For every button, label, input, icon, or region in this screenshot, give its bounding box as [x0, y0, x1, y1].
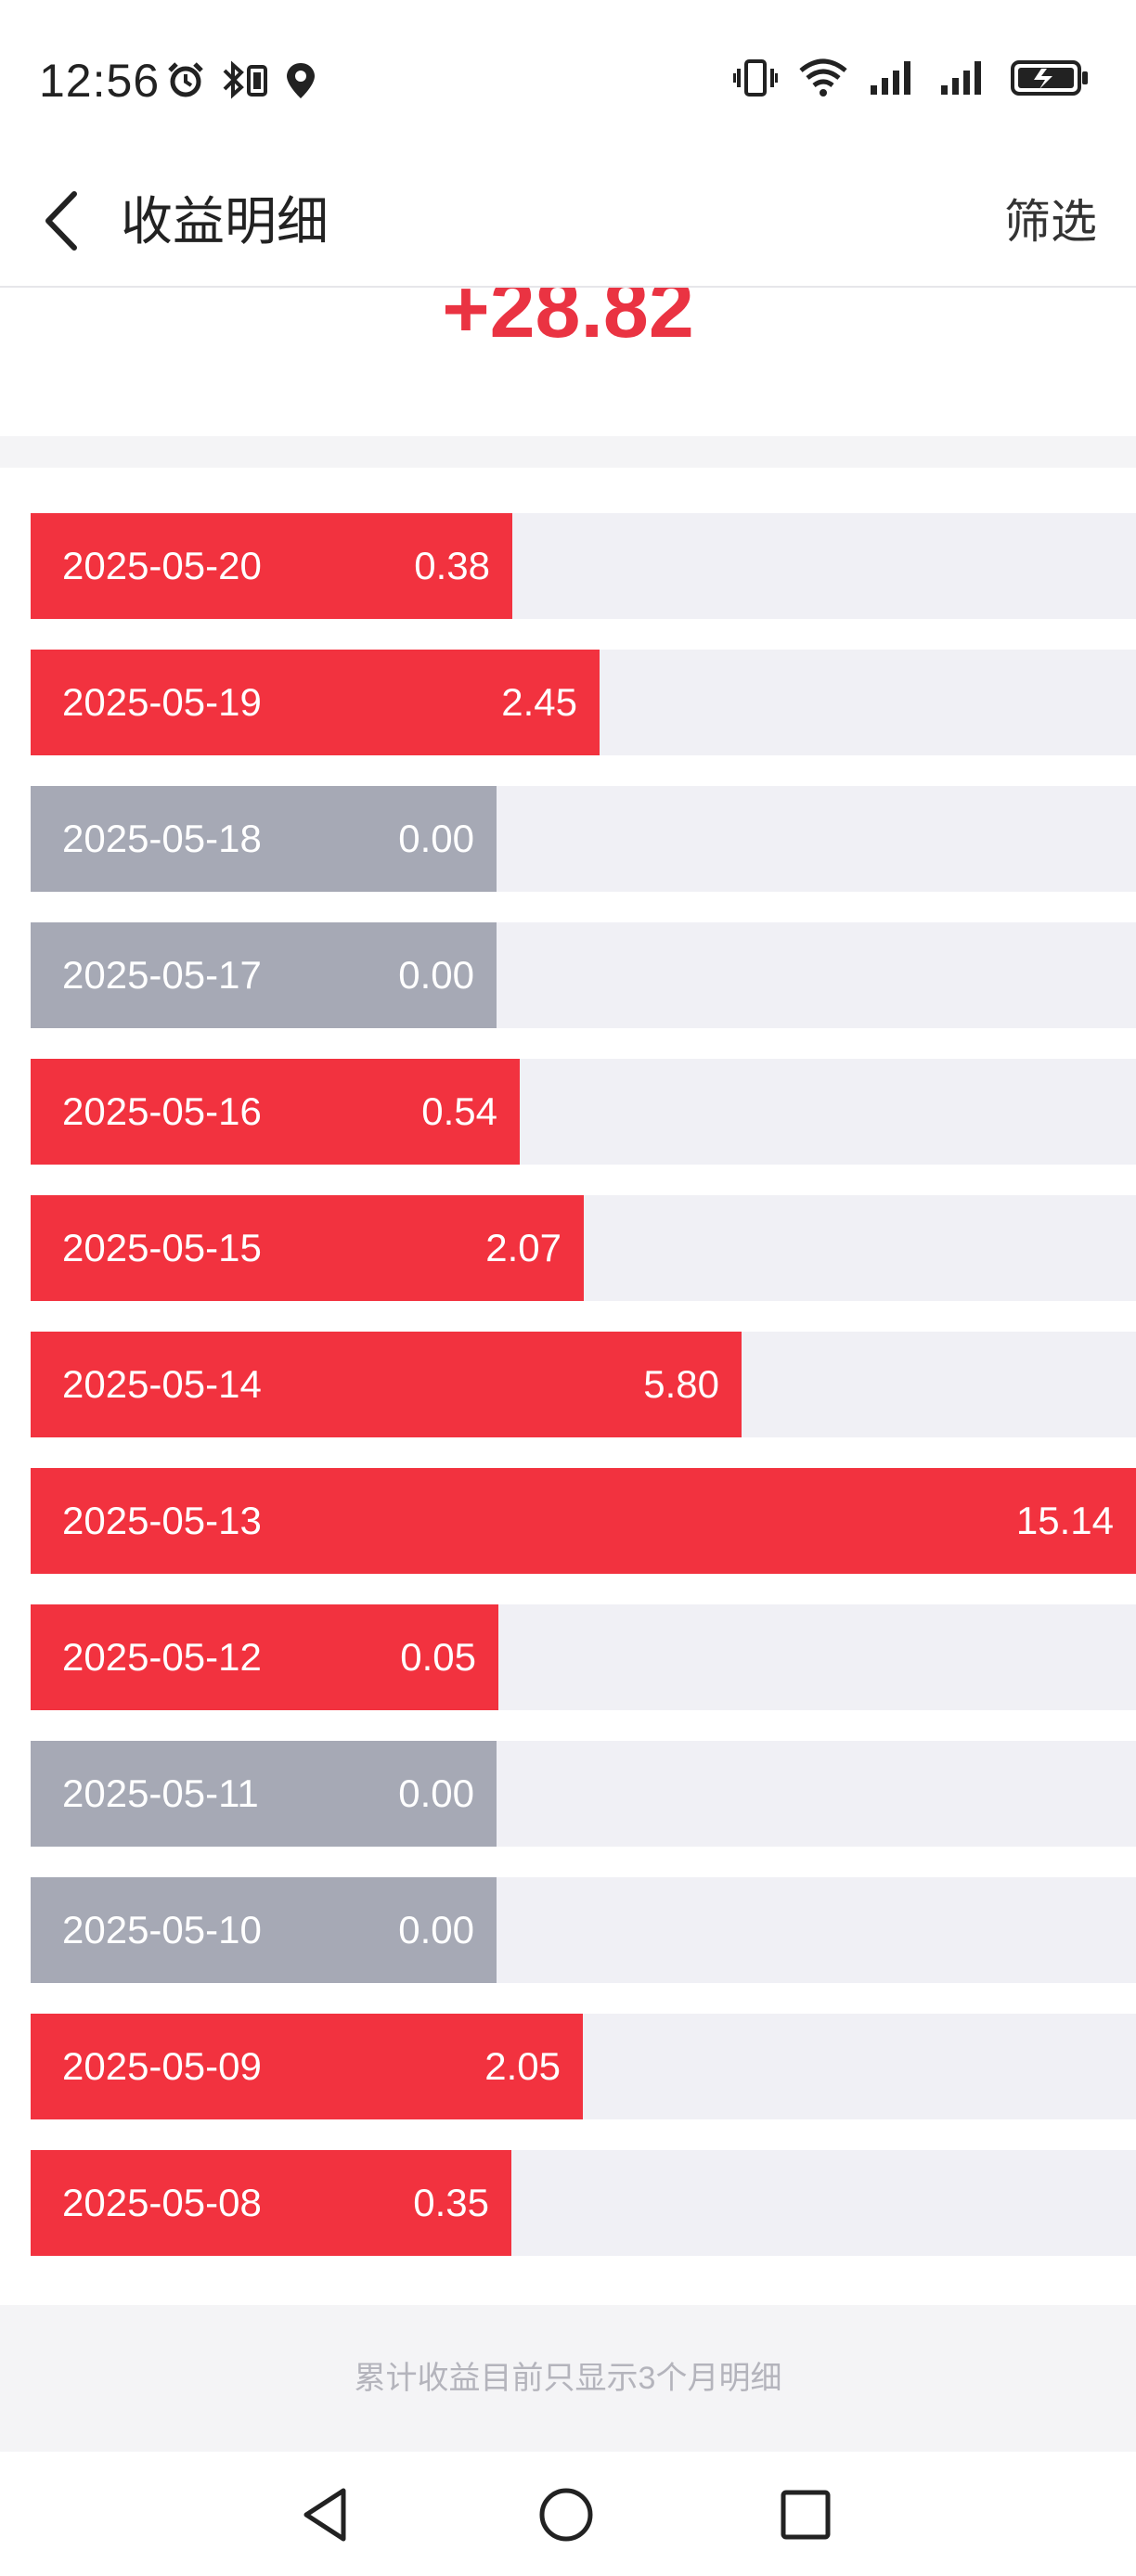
earnings-row[interactable]: 2025-05-08 0.35: [31, 2150, 1136, 2256]
earnings-row[interactable]: 2025-05-11 0.00: [31, 1741, 1136, 1847]
earnings-date: 2025-05-12: [62, 1635, 262, 1679]
earnings-date: 2025-05-10: [62, 1908, 262, 1951]
status-time: 12:56: [39, 55, 161, 107]
earnings-row[interactable]: 2025-05-15 2.07: [31, 1195, 1136, 1301]
wifi-icon: [798, 58, 848, 103]
earnings-date: 2025-05-17: [62, 953, 262, 997]
earnings-bar: [31, 2014, 583, 2119]
earnings-date: 2025-05-16: [62, 1089, 262, 1133]
earnings-value: 0.00: [398, 1771, 474, 1815]
earnings-value: 2.05: [484, 2044, 561, 2088]
earnings-bar: [31, 786, 497, 892]
earnings-bar: [31, 650, 600, 755]
filter-button[interactable]: 筛选: [1004, 196, 1097, 248]
nav-home-button[interactable]: [529, 2479, 603, 2554]
earnings-value: 2.45: [501, 680, 577, 724]
earnings-value: 0.35: [413, 2181, 489, 2224]
earnings-bar: [31, 1059, 520, 1165]
earnings-row[interactable]: 2025-05-20 0.38: [31, 513, 1136, 619]
earnings-bar: [31, 1604, 498, 1710]
earnings-date: 2025-05-15: [62, 1226, 262, 1269]
earnings-bar: [31, 2150, 511, 2256]
header: 收益明细 筛选: [0, 158, 1136, 288]
system-nav-bar: [0, 2452, 1136, 2576]
total-section: +28.82: [0, 288, 1136, 436]
nav-recents-icon: [778, 2487, 833, 2547]
battery-charging-icon: [1010, 58, 1090, 103]
signal-icon: [939, 58, 989, 103]
status-left-icons: [165, 59, 317, 105]
earnings-row[interactable]: 2025-05-17 0.00: [31, 922, 1136, 1028]
earnings-bar: [31, 513, 512, 619]
earnings-bar: [31, 1195, 584, 1301]
earnings-value: 0.38: [414, 544, 490, 587]
earnings-value: 2.07: [485, 1226, 562, 1269]
nav-home-icon: [536, 2485, 596, 2549]
alarm-icon: [165, 59, 206, 105]
earnings-value: 0.00: [398, 1908, 474, 1951]
earnings-date: 2025-05-20: [62, 544, 262, 587]
signal-icon: [869, 58, 919, 103]
earnings-date: 2025-05-08: [62, 2181, 262, 2224]
earnings-value: 0.00: [398, 817, 474, 860]
earnings-value: 0.05: [400, 1635, 476, 1679]
earnings-row[interactable]: 2025-05-13 15.14: [31, 1468, 1136, 1574]
earnings-value: 0.00: [398, 953, 474, 997]
earnings-bar-list[interactable]: 2025-05-20 0.38 2025-05-19 2.45 2025-05-18 0.…: [0, 468, 1136, 2305]
earnings-value: 5.80: [643, 1362, 719, 1406]
vibrate-icon: [732, 58, 779, 103]
nav-recents-button[interactable]: [768, 2479, 843, 2554]
bluetooth-icon: [219, 59, 271, 105]
back-chevron-icon: [41, 188, 85, 258]
earnings-date: 2025-05-19: [62, 680, 262, 724]
earnings-bar: [31, 1468, 1136, 1574]
earnings-date: 2025-05-09: [62, 2044, 262, 2088]
earnings-bar: [31, 1332, 742, 1437]
earnings-value: 0.54: [421, 1089, 497, 1133]
nav-back-icon: [297, 2485, 353, 2549]
nav-back-button[interactable]: [288, 2479, 362, 2554]
earnings-date: 2025-05-14: [62, 1362, 262, 1406]
footer-note: 累计收益目前只显示3个月明细: [0, 2305, 1136, 2452]
earnings-row[interactable]: 2025-05-14 5.80: [31, 1332, 1136, 1437]
earnings-row[interactable]: 2025-05-19 2.45: [31, 650, 1136, 755]
earnings-row[interactable]: 2025-05-16 0.54: [31, 1059, 1136, 1165]
page-title: 收益明细: [121, 192, 329, 251]
earnings-bar: [31, 922, 497, 1028]
earnings-value: 15.14: [1015, 1499, 1114, 1542]
status-bar: 12:56: [0, 0, 1136, 158]
earnings-row[interactable]: 2025-05-10 0.00: [31, 1877, 1136, 1983]
earnings-date: 2025-05-13: [62, 1499, 262, 1542]
earnings-bar: [31, 1877, 497, 1983]
location-icon: [284, 59, 317, 105]
earnings-row[interactable]: 2025-05-18 0.00: [31, 786, 1136, 892]
earnings-row[interactable]: 2025-05-09 2.05: [31, 2014, 1136, 2119]
earnings-date: 2025-05-18: [62, 817, 262, 860]
earnings-bar: [31, 1741, 497, 1847]
back-button[interactable]: [26, 178, 100, 267]
earnings-date: 2025-05-11: [62, 1771, 259, 1815]
section-divider: [0, 436, 1136, 468]
total-earnings-value: +28.82: [442, 288, 694, 354]
status-right-icons: [732, 58, 1090, 103]
earnings-row[interactable]: 2025-05-12 0.05: [31, 1604, 1136, 1710]
